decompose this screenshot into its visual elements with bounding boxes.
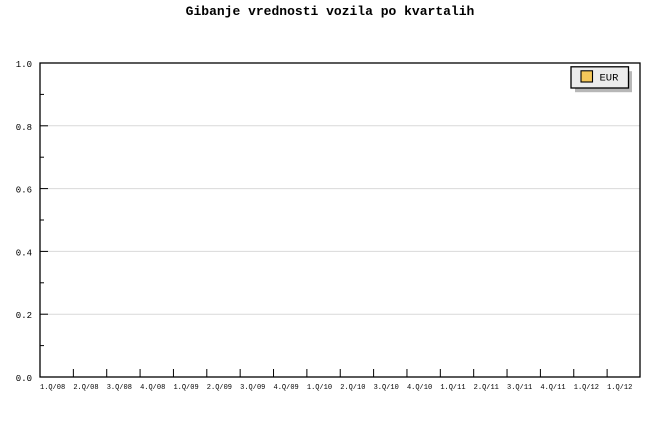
svg-text:1.Q/09: 1.Q/09 xyxy=(173,384,198,392)
svg-text:2.Q/08: 2.Q/08 xyxy=(73,384,98,392)
svg-text:3.Q/08: 3.Q/08 xyxy=(107,384,132,392)
svg-text:0.6: 0.6 xyxy=(16,186,32,196)
svg-text:3.Q/10: 3.Q/10 xyxy=(374,384,399,392)
svg-text:1.Q/08: 1.Q/08 xyxy=(40,384,65,392)
svg-text:3.Q/09: 3.Q/09 xyxy=(240,384,265,392)
svg-text:1.Q/12: 1.Q/12 xyxy=(574,384,599,392)
svg-text:0.2: 0.2 xyxy=(16,311,32,321)
svg-text:4.Q/10: 4.Q/10 xyxy=(407,384,432,392)
svg-text:4.Q/08: 4.Q/08 xyxy=(140,384,165,392)
svg-text:0.4: 0.4 xyxy=(16,248,32,258)
svg-text:0.0: 0.0 xyxy=(16,374,32,384)
svg-text:3.Q/11: 3.Q/11 xyxy=(507,384,532,392)
svg-text:0.8: 0.8 xyxy=(16,123,32,133)
svg-text:4.Q/09: 4.Q/09 xyxy=(274,384,299,392)
svg-text:2.Q/11: 2.Q/11 xyxy=(474,384,499,392)
svg-text:EUR: EUR xyxy=(600,72,620,84)
svg-text:2.Q/10: 2.Q/10 xyxy=(340,384,365,392)
svg-text:1.0: 1.0 xyxy=(16,60,32,70)
svg-text:1.Q/10: 1.Q/10 xyxy=(307,384,332,392)
svg-text:1.Q/11: 1.Q/11 xyxy=(440,384,465,392)
svg-text:Gibanje vrednosti vozila po kv: Gibanje vrednosti vozila po kvartalih xyxy=(186,4,475,19)
svg-text:2.Q/09: 2.Q/09 xyxy=(207,384,232,392)
svg-text:4.Q/11: 4.Q/11 xyxy=(540,384,565,392)
svg-text:1.Q/12: 1.Q/12 xyxy=(607,384,632,392)
